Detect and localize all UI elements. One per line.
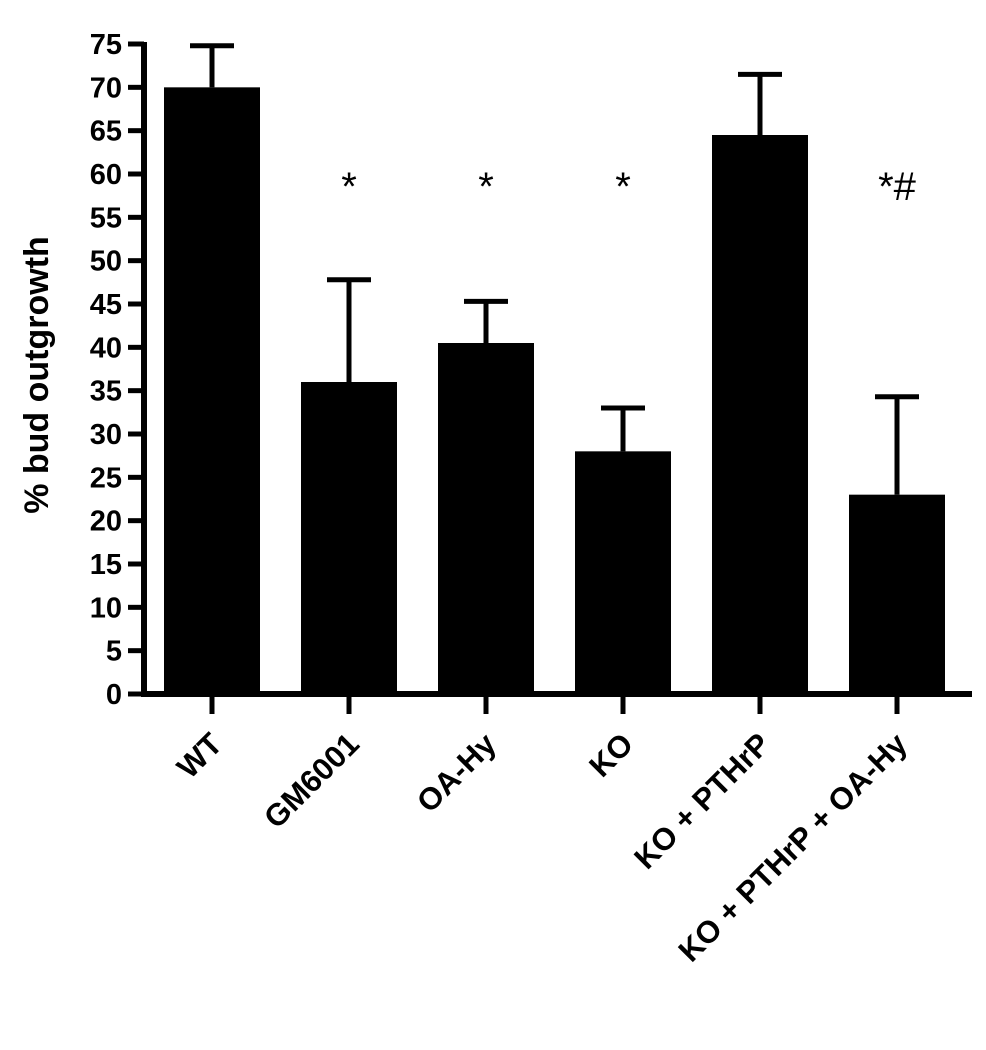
x-category-label: KO + PTHrP + OA-Hy <box>672 726 915 969</box>
significance-annotation: *# <box>878 165 917 209</box>
significance-annotation: * <box>478 165 494 209</box>
bar-0 <box>164 87 260 695</box>
y-tick-label: 15 <box>90 549 122 581</box>
y-tick-label: 50 <box>90 246 122 278</box>
x-category-label: WT <box>170 726 229 785</box>
y-tick-label: 40 <box>90 332 122 364</box>
x-category-label: KO + PTHrP <box>627 726 777 876</box>
plot-area: 0 5 10 15 20 25 30 35 40 45 50 55 60 65 70 75 WT GM6001 * O… <box>90 29 972 969</box>
y-tick-label: 45 <box>90 289 122 321</box>
y-tick-label: 5 <box>106 636 122 668</box>
y-axis-title: % bud outgrowth <box>18 236 56 514</box>
bar-1 <box>301 382 397 694</box>
y-tick-label: 30 <box>90 419 122 451</box>
y-tick-label: 25 <box>90 462 122 494</box>
y-tick-label: 60 <box>90 159 122 191</box>
x-category-label: GM6001 <box>257 726 366 835</box>
y-tick-label: 10 <box>90 592 122 624</box>
x-category-label: OA-Hy <box>410 726 503 819</box>
significance-annotation: * <box>615 165 631 209</box>
y-tick-label: 55 <box>90 202 122 234</box>
bar-4 <box>712 135 808 694</box>
y-tick-label: 35 <box>90 376 122 408</box>
bar-2 <box>438 343 534 694</box>
bar-5 <box>849 494 945 694</box>
y-tick-label: 65 <box>90 116 122 148</box>
y-tick-label: 20 <box>90 506 122 538</box>
y-tick-label: 70 <box>90 72 122 104</box>
y-tick-label: 75 <box>90 29 122 61</box>
x-category-label: KO <box>582 726 640 784</box>
y-tick-label: 0 <box>106 679 122 711</box>
significance-annotation: * <box>341 165 357 209</box>
bar-3 <box>575 451 671 694</box>
